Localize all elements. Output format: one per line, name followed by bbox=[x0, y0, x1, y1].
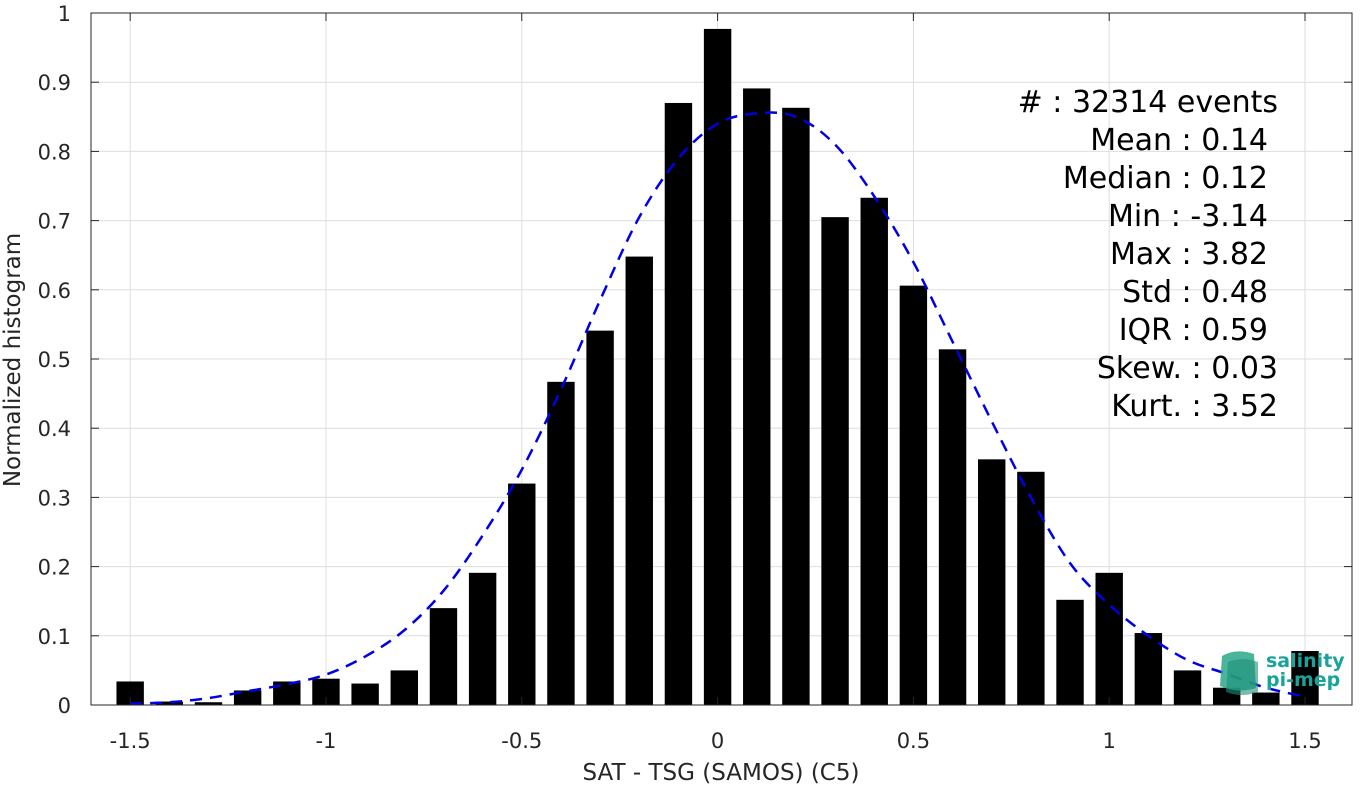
x-tick-label: -1.5 bbox=[110, 729, 151, 753]
y-tick-label: 0.5 bbox=[38, 348, 71, 372]
stat-line: Mean : 0.14 bbox=[1090, 123, 1268, 158]
y-tick-label: 1 bbox=[58, 2, 71, 26]
y-axis-label: Normalized histogram bbox=[0, 233, 26, 487]
histogram-bar bbox=[938, 349, 967, 705]
histogram-bar bbox=[860, 197, 888, 705]
histogram-bars bbox=[116, 28, 1319, 706]
logo-line-1: salinity bbox=[1266, 650, 1345, 672]
stat-line: Median : 0.12 bbox=[1063, 161, 1268, 196]
stat-line: Kurt. : 3.52 bbox=[1111, 389, 1278, 424]
stat-line: Std : 0.48 bbox=[1122, 275, 1268, 310]
histogram-bar bbox=[782, 107, 810, 705]
stat-line: IQR : 0.59 bbox=[1119, 313, 1268, 348]
x-tick-label: 0.5 bbox=[897, 729, 930, 753]
histogram-bar bbox=[1252, 692, 1280, 705]
stat-line: Skew. : 0.03 bbox=[1097, 351, 1278, 386]
y-tick-label: 0.3 bbox=[38, 486, 71, 510]
y-tick-label: 0 bbox=[58, 694, 71, 718]
histogram-bar bbox=[116, 681, 144, 705]
histogram-bar bbox=[390, 670, 418, 705]
y-tick-label: 0.8 bbox=[38, 140, 71, 164]
histogram-bar bbox=[899, 285, 928, 705]
stat-line: # : 32314 events bbox=[1018, 85, 1278, 120]
histogram-bar bbox=[351, 683, 379, 705]
axis-ticks bbox=[91, 12, 1352, 706]
stat-line: Max : 3.82 bbox=[1110, 237, 1268, 272]
histogram-bar bbox=[586, 330, 614, 705]
x-axis-label: SAT - TSG (SAMOS) (C5) bbox=[583, 760, 860, 785]
logo-waves-icon bbox=[1220, 651, 1258, 695]
x-tick-label: 1.5 bbox=[1288, 729, 1321, 753]
histogram-bar bbox=[429, 608, 458, 705]
histogram-bar bbox=[625, 256, 653, 705]
x-tick-label: -1 bbox=[315, 729, 336, 753]
salinity-pi-mep-logo: salinity pi-mep bbox=[1220, 650, 1345, 695]
y-tick-label: 0.2 bbox=[38, 556, 71, 580]
histogram-bar bbox=[1056, 599, 1084, 705]
histogram-bar bbox=[978, 459, 1006, 705]
x-tick-labels: -1.5 -1 -0.5 0 0.5 1 1.5 bbox=[110, 729, 1322, 753]
y-tick-label: 0.1 bbox=[38, 625, 71, 649]
x-tick-label: 1 bbox=[1103, 729, 1116, 753]
histogram-bar bbox=[1173, 670, 1202, 705]
histogram-bar bbox=[508, 483, 536, 705]
histogram-bar bbox=[1017, 471, 1045, 705]
histogram-bar bbox=[194, 702, 223, 705]
histogram-bar bbox=[821, 217, 849, 705]
fitted-normal-curve bbox=[130, 111, 1306, 705]
histogram-bar bbox=[233, 690, 262, 705]
histogram-bar bbox=[1134, 633, 1163, 705]
histogram-bar bbox=[155, 701, 184, 705]
y-tick-label: 0.4 bbox=[38, 417, 71, 441]
y-tick-label: 0.9 bbox=[38, 71, 71, 95]
histogram-bar bbox=[468, 572, 497, 705]
histogram-bar bbox=[743, 88, 771, 706]
x-tick-label: -0.5 bbox=[501, 729, 542, 753]
histogram-bar bbox=[664, 102, 693, 705]
x-tick-label: 0 bbox=[711, 729, 724, 753]
histogram-bar bbox=[547, 381, 575, 705]
y-tick-labels: 0 0.1 0.2 0.3 0.4 0.5 0.6 0.7 0.8 0.9 1 bbox=[38, 2, 71, 718]
logo-line-2: pi-mep bbox=[1266, 669, 1340, 691]
y-tick-label: 0.6 bbox=[38, 279, 71, 303]
histogram-bar bbox=[703, 28, 732, 705]
stat-line: Min : -3.14 bbox=[1108, 199, 1268, 234]
histogram-bar bbox=[1095, 572, 1123, 705]
y-tick-label: 0.7 bbox=[38, 210, 71, 234]
histogram-bar bbox=[273, 681, 301, 705]
